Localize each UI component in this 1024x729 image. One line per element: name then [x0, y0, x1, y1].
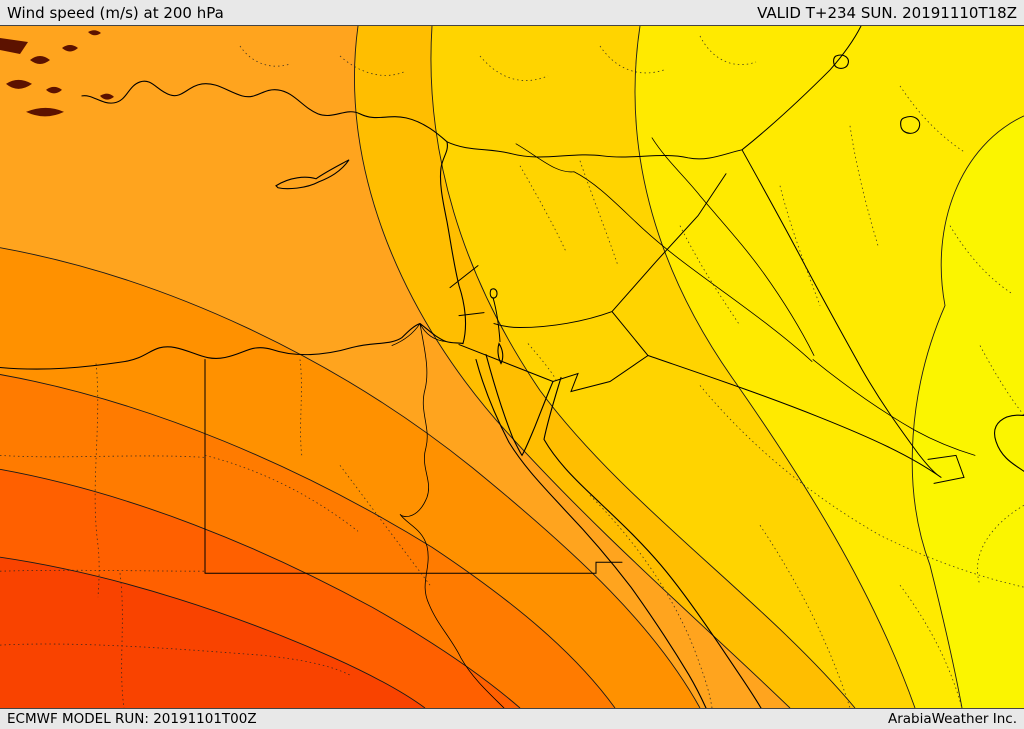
- wind-speed-bands: [0, 26, 1024, 708]
- admin-boundaries: [0, 35, 1024, 708]
- wind-map-canvas: [0, 26, 1024, 708]
- model-run-label: ECMWF MODEL RUN: 20191101T00Z: [7, 711, 257, 727]
- map-area: [0, 26, 1024, 708]
- band-red: [0, 557, 425, 708]
- isotach-contour-lines: [0, 26, 1024, 708]
- header-bar: Wind speed (m/s) at 200 hPa VALID T+234 …: [0, 0, 1024, 26]
- coastlines: [0, 54, 1024, 708]
- map-title: Wind speed (m/s) at 200 hPa: [7, 3, 224, 22]
- band-bright-yellow: [912, 115, 1024, 708]
- valid-time-label: VALID T+234 SUN. 20191110T18Z: [757, 3, 1017, 22]
- rivers: [391, 137, 976, 708]
- footer-bar: ECMWF MODEL RUN: 20191101T00Z ArabiaWeat…: [0, 708, 1024, 729]
- brand-label: ArabiaWeather Inc.: [887, 711, 1017, 727]
- country-borders: [204, 26, 965, 574]
